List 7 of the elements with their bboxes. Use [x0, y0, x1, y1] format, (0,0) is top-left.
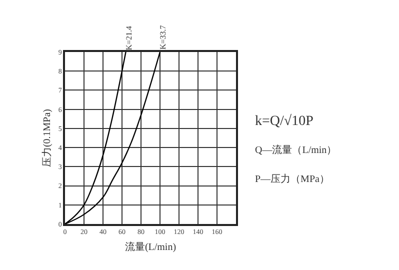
annotation: K=33.7	[158, 25, 168, 50]
annotation: K=21.4	[124, 26, 134, 50]
text: P—压力（MPa）	[255, 173, 330, 185]
y-axis-title: 压力(0.1MPa)	[40, 108, 53, 168]
text: Q—流量（L/min）	[255, 144, 337, 156]
x-axis-title: 流量(L/min)	[124, 241, 176, 254]
text: k=Q/√10P	[255, 113, 314, 129]
